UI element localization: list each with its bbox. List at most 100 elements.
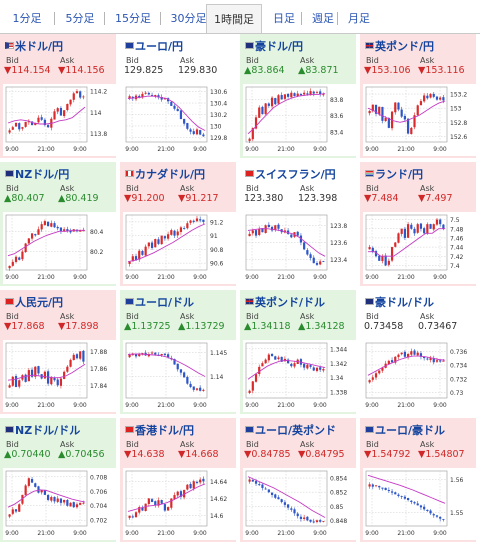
y-tick-label: 0.702 [90,518,107,525]
candle-body [199,387,202,391]
down-arrow-icon: ▼ [124,193,132,204]
tab-5min[interactable]: 5分足 [65,12,95,25]
price-chart[interactable]: 130.6 130.4 130.2 130 129.8 9:00 21:00 9:00 [123,84,236,156]
price-chart[interactable]: 14.64 14.62 14.6 9:00 21:00 9:00 [123,468,236,540]
tab-1hour[interactable]: 1時間足 [206,4,262,33]
candle-body [66,366,69,372]
candle-body [248,233,251,237]
pair-title[interactable]: スイスフラン/円 [245,166,336,181]
rate-panel[interactable]: NZドル/円 Bid Ask ▲80.407 ▲80.419 80.4 80.2 9:00 21… [0,162,118,288]
candle-body [400,352,403,355]
candle-body [432,358,435,363]
bid-label: Bid [126,440,139,449]
bid-label: Bid [6,56,19,65]
candle-body [59,378,63,386]
price-chart[interactable]: 1.145 1.14 9:00 21:00 9:00 [123,340,236,412]
y-tick-label: 152.8 [450,120,467,127]
pair-title[interactable]: カナダドル/円 [125,166,205,181]
candle-body [30,233,34,239]
pair-title[interactable]: ユーロ/円 [125,38,184,53]
candle-body [59,107,63,116]
rate-panel[interactable]: ユーロ/円 Bid Ask 129.825 129.830 130.6 130.4 130.2… [120,34,238,160]
candle-body [384,255,387,266]
ask-label: Ask [300,56,315,65]
candle-body [387,260,390,265]
pair-name: ユーロ/円 [135,40,184,53]
y-tick-label: 14.6 [210,513,224,520]
price-chart[interactable]: 80.4 80.2 9:00 21:00 9:00 [3,212,116,284]
rate-panel[interactable]: 米ドル/円 Bid Ask ▼114.154 ▼114.156 114.2 114 113.8… [0,34,118,160]
rate-panel[interactable]: カナダドル/円 Bid Ask ▼91.200 ▼91.217 91.2 91 90.8 90.… [120,162,238,288]
pair-title[interactable]: NZドル/ドル [5,422,80,437]
pair-title[interactable]: 英ポンド/ドル [245,294,325,309]
candle-body [371,104,374,112]
x-tick-label: 9:00 [433,146,447,153]
rate-panel[interactable]: NZドル/ドル Bid Ask ▲0.70440 ▲0.70456 0.708 0.706 0… [0,418,118,544]
pair-title[interactable]: 豪ドル/ドル [365,294,434,309]
rate-panel[interactable]: 英ポンド/円 Bid Ask ▼153.106 ▼153.116 153.2 153 152.… [360,34,478,160]
candle-body [56,498,59,502]
pair-title[interactable]: NZドル/円 [5,166,69,181]
pair-title[interactable]: ランド/円 [365,166,423,181]
moving-average-line [367,100,446,123]
pair-title[interactable]: 香港ドル/円 [125,422,194,437]
rate-panel[interactable]: ランド/円 Bid Ask ▼7.484 ▼7.497 7.5 7.48 7.46 7.44 7.… [360,162,478,288]
x-tick-label: 9:00 [73,274,87,281]
candle-body [267,103,270,106]
tab-daily[interactable]: 日足 [273,12,295,25]
pair-title[interactable]: 米ドル/円 [5,38,63,53]
rate-panel[interactable]: 豪ドル/ドル Bid Ask 0.73458 0.73467 0.736 0.734 0.73… [360,290,478,416]
bid-label: Bid [126,56,139,65]
bid-number: 1.34118 [251,321,291,332]
tab-1min[interactable]: 1分足 [12,12,42,25]
price-chart[interactable]: 0.736 0.734 0.732 0.73 9:00 21:00 9:00 [363,340,476,412]
pair-title[interactable]: ユーロ/豪ドル [365,422,445,437]
price-chart[interactable]: 91.2 91 90.8 90.6 9:00 21:00 9:00 [123,212,236,284]
price-chart[interactable]: 83.8 83.6 83.4 9:00 21:00 9:00 [243,84,356,156]
ask-number: 0.70456 [65,449,105,460]
price-chart[interactable]: 114.2 114 113.8 9:00 21:00 9:00 [3,84,116,156]
candle-body [18,504,21,512]
tab-weekly[interactable]: 週足 [312,12,334,25]
up-arrow-icon: ▲ [58,193,66,204]
pair-title[interactable]: ユーロ/英ポンド [245,422,336,437]
down-arrow-icon: ▼ [58,321,66,332]
candle-body [319,91,322,95]
bid-label: Bid [366,440,379,449]
tab-30min[interactable]: 30分足 [170,12,207,25]
candle-body [270,97,274,107]
y-tick-label: 123.8 [330,223,347,230]
candle-body [290,508,293,510]
price-chart[interactable]: 0.854 0.852 0.85 0.848 9:00 21:00 9:00 [243,468,356,540]
price-chart[interactable]: 1.344 1.342 1.34 1.338 9:00 21:00 9:00 [243,340,356,412]
price-chart[interactable]: 17.88 17.86 17.84 9:00 21:00 9:00 [3,340,116,412]
rate-panel[interactable]: スイスフラン/円 Bid Ask 123.380 123.398 123.8 123.6 12… [240,162,358,288]
price-chart[interactable]: 0.708 0.706 0.704 0.702 9:00 21:00 9:00 [3,468,116,540]
tab-15min[interactable]: 15分足 [115,12,151,25]
pair-title[interactable]: ユーロ/ドル [125,294,194,309]
price-chart[interactable]: 123.8 123.6 123.4 9:00 21:00 9:00 [243,212,356,284]
pair-title[interactable]: 人民元/円 [5,294,63,309]
tab-monthly[interactable]: 月足 [348,12,370,25]
candle-body [287,359,290,364]
moving-average-line [127,483,206,512]
candle-body [439,516,442,519]
rate-panel[interactable]: 人民元/円 Bid Ask ▼17.868 ▼17.898 17.88 17.86 17.84… [0,290,118,416]
rate-panel[interactable]: ユーロ/豪ドル Bid Ask ▼1.54792 ▼1.54807 1.56 1.55 9:0… [360,418,478,544]
pair-title[interactable]: 英ポンド/円 [365,38,434,53]
rate-panel[interactable]: 英ポンド/ドル Bid Ask ▲1.34118 ▲1.34128 1.344 1.342 1… [240,290,358,416]
price-chart[interactable]: 153.2 153 152.8 152.6 9:00 21:00 9:00 [363,84,476,156]
price-chart[interactable]: 7.5 7.48 7.46 7.44 7.42 7.4 9:00 21:00 9:00 [363,212,476,284]
rate-panel[interactable]: ユーロ/英ポンド Bid Ask ▼0.84785 ▼0.84795 0.854 0.852… [240,418,358,544]
rate-panel[interactable]: 香港ドル/円 Bid Ask ▼14.638 ▼14.668 14.64 14.62 14.6… [120,418,238,544]
x-tick-label: 21:00 [157,274,174,281]
price-chart[interactable]: 1.56 1.55 9:00 21:00 9:00 [363,468,476,540]
pair-title[interactable]: 豪ドル/円 [245,38,303,53]
x-tick-label: 21:00 [397,146,414,153]
candle-body [394,356,397,363]
down-arrow-icon: ▼ [4,65,12,76]
rate-panel[interactable]: 豪ドル/円 Bid Ask ▲83.864 ▲83.871 83.8 83.6 83.4 9:0… [240,34,358,160]
candle-body [322,261,325,263]
candle-body [309,519,312,522]
rate-panel[interactable]: ユーロ/ドル Bid Ask ▲1.13725 ▲1.13729 1.145 1.14 9:0… [120,290,238,416]
